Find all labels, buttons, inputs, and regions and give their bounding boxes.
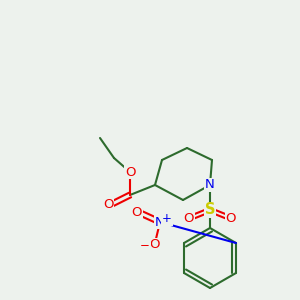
Text: N: N xyxy=(155,215,165,229)
Text: O: O xyxy=(149,238,159,251)
Text: −: − xyxy=(140,238,150,251)
Text: O: O xyxy=(103,199,113,212)
Text: N: N xyxy=(205,178,215,191)
Text: O: O xyxy=(184,212,194,226)
Text: O: O xyxy=(226,212,236,226)
Text: S: S xyxy=(205,202,215,217)
Text: +: + xyxy=(162,212,172,226)
Text: O: O xyxy=(125,166,135,178)
Text: O: O xyxy=(132,206,142,218)
